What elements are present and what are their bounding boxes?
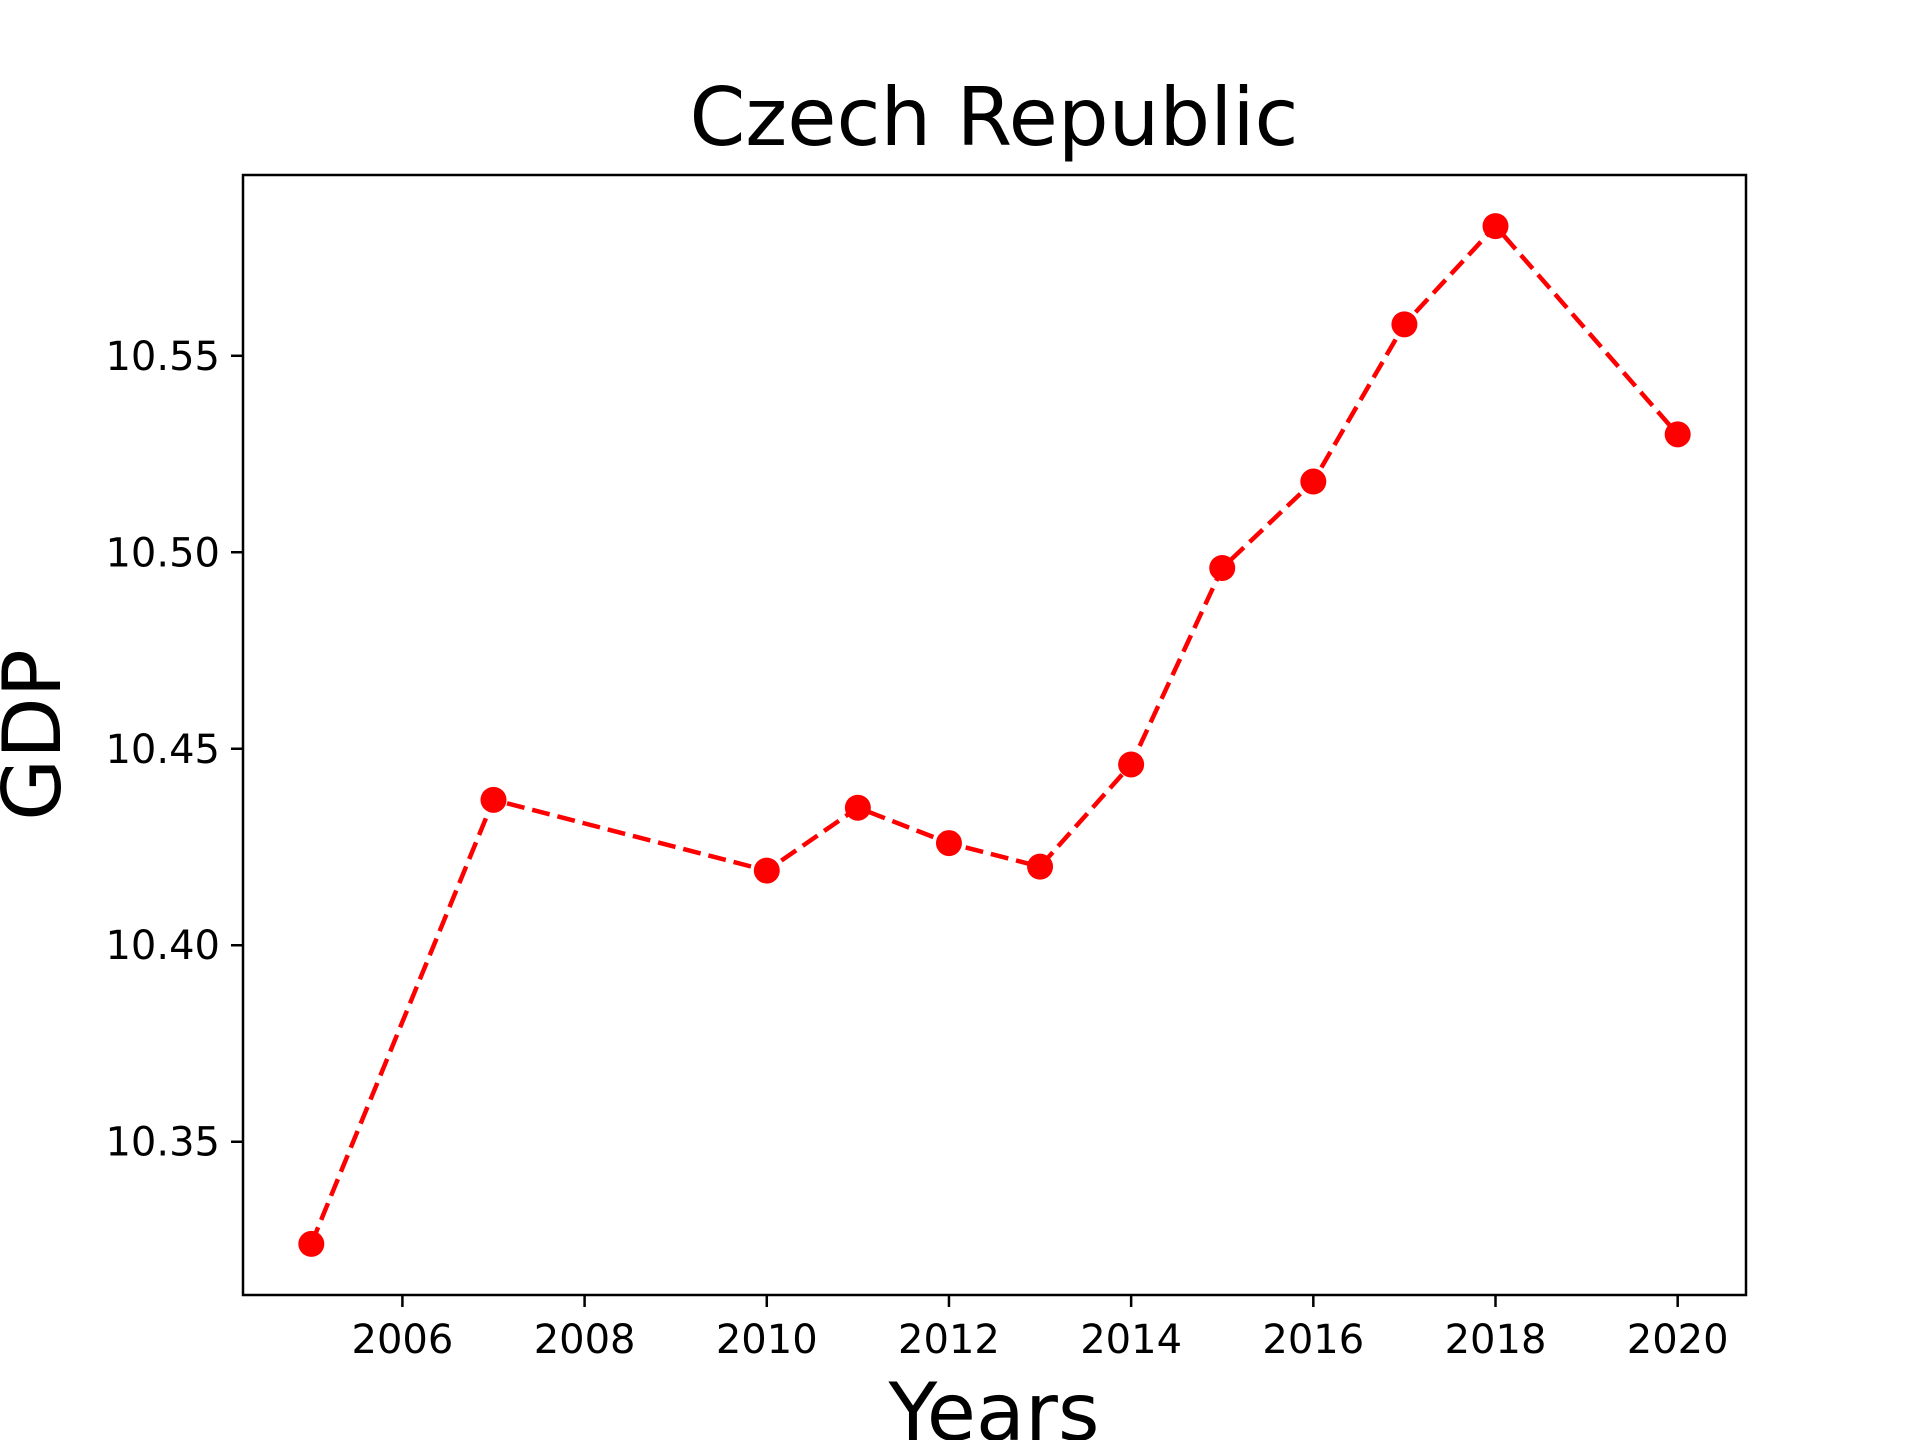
y-axis-label: GDP bbox=[0, 649, 79, 821]
x-tick-label: 2016 bbox=[1262, 1317, 1364, 1363]
x-tick-label: 2012 bbox=[898, 1317, 1000, 1363]
x-tick-label: 2018 bbox=[1445, 1317, 1547, 1363]
data-point bbox=[1664, 421, 1691, 448]
chart-title: Czech Republic bbox=[689, 71, 1298, 164]
y-axis: 10.35 10.40 10.45 10.50 10.55 bbox=[105, 334, 243, 1166]
x-tick-label: 2008 bbox=[534, 1317, 636, 1363]
data-point bbox=[1209, 554, 1236, 581]
plot-area bbox=[298, 213, 1691, 1257]
data-point bbox=[844, 794, 871, 821]
y-tick-label: 10.35 bbox=[105, 1120, 220, 1166]
data-point bbox=[753, 857, 780, 884]
x-axis-label: Years bbox=[887, 1366, 1099, 1440]
y-tick-label: 10.50 bbox=[105, 530, 220, 576]
data-point bbox=[1391, 311, 1418, 338]
data-point bbox=[1300, 468, 1327, 495]
x-tick-label: 2014 bbox=[1080, 1317, 1182, 1363]
x-tick-label: 2006 bbox=[352, 1317, 454, 1363]
data-point bbox=[298, 1230, 325, 1257]
data-point bbox=[1118, 751, 1145, 778]
data-point bbox=[1482, 213, 1509, 240]
y-tick-label: 10.45 bbox=[105, 727, 220, 773]
x-axis: 2006 2008 2010 2012 2014 2016 2018 2020 bbox=[352, 1295, 1729, 1363]
data-point bbox=[935, 830, 962, 857]
data-point bbox=[480, 786, 507, 813]
y-tick-label: 10.55 bbox=[105, 334, 220, 380]
data-point bbox=[1027, 853, 1054, 880]
x-tick-label: 2020 bbox=[1627, 1317, 1729, 1363]
x-tick-label: 2010 bbox=[716, 1317, 818, 1363]
y-tick-label: 10.40 bbox=[105, 923, 220, 969]
series-line bbox=[309, 222, 1680, 1245]
plot-frame bbox=[241, 173, 1748, 1297]
